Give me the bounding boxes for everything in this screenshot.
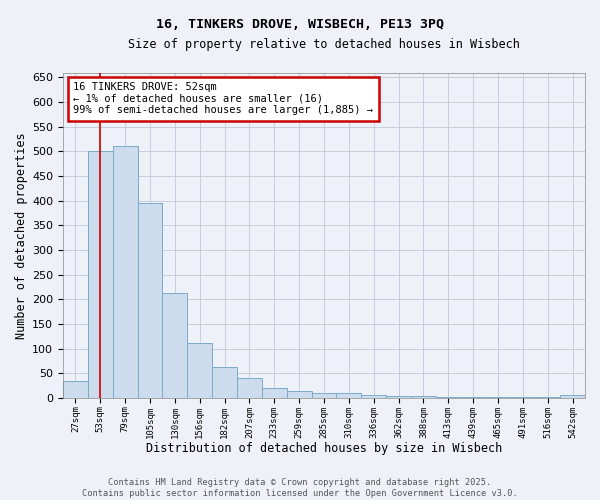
Bar	[237, 378, 262, 398]
Bar	[337, 393, 361, 398]
Bar	[88, 152, 113, 398]
Bar	[386, 396, 411, 398]
Bar	[63, 380, 88, 398]
Bar	[187, 342, 212, 398]
Bar	[137, 203, 163, 398]
Text: 16, TINKERS DROVE, WISBECH, PE13 3PQ: 16, TINKERS DROVE, WISBECH, PE13 3PQ	[156, 18, 444, 30]
Text: Contains HM Land Registry data © Crown copyright and database right 2025.
Contai: Contains HM Land Registry data © Crown c…	[82, 478, 518, 498]
Bar	[361, 395, 386, 398]
Bar	[560, 396, 585, 398]
Title: Size of property relative to detached houses in Wisbech: Size of property relative to detached ho…	[128, 38, 520, 51]
Bar	[163, 293, 187, 398]
Y-axis label: Number of detached properties: Number of detached properties	[15, 132, 28, 338]
Bar	[411, 396, 436, 398]
X-axis label: Distribution of detached houses by size in Wisbech: Distribution of detached houses by size …	[146, 442, 502, 455]
Bar	[262, 388, 287, 398]
Bar	[287, 390, 311, 398]
Bar	[436, 397, 461, 398]
Text: 16 TINKERS DROVE: 52sqm
← 1% of detached houses are smaller (16)
99% of semi-det: 16 TINKERS DROVE: 52sqm ← 1% of detached…	[73, 82, 373, 116]
Bar	[113, 146, 137, 398]
Bar	[212, 368, 237, 398]
Bar	[311, 393, 337, 398]
